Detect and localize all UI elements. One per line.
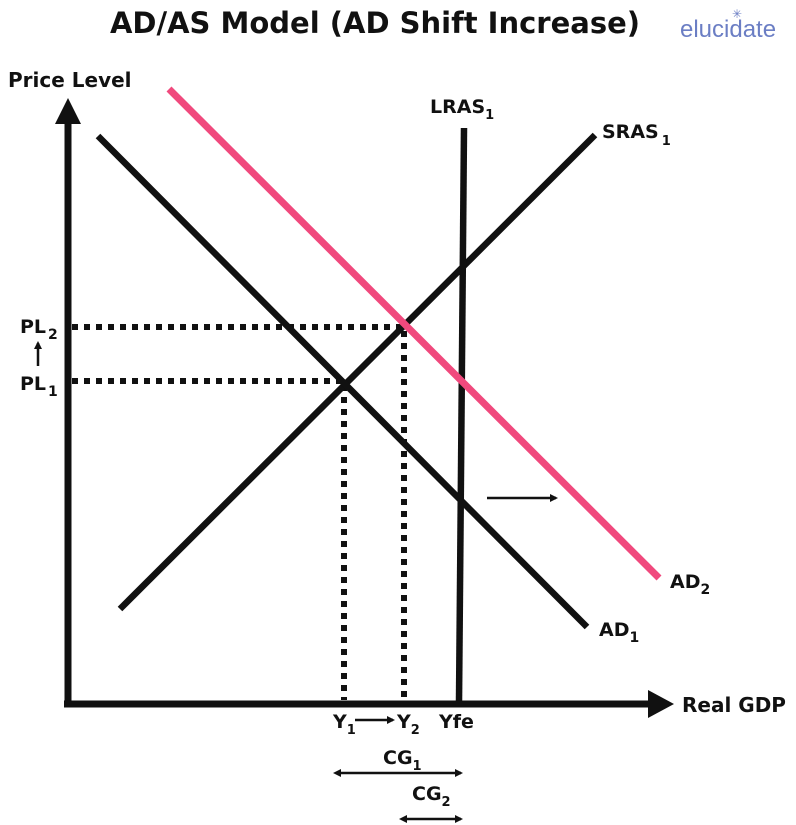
elucidate-logo: elucidate ✳ (680, 7, 777, 44)
pl1-label: PL 1 (20, 373, 58, 400)
pl2-label: PL 2 (20, 316, 58, 343)
y1-label: Y1 (332, 711, 356, 738)
y2-label: Y2 (396, 711, 420, 738)
cg2-label: CG2 (412, 783, 451, 810)
logo-mark: ✳ (732, 7, 743, 21)
guide-lines (72, 324, 407, 700)
x-axis-arrowhead (648, 690, 674, 718)
lras-curve (455, 127, 468, 703)
ad2-curve (166, 86, 662, 581)
cg1-label: CG1 (383, 747, 422, 774)
sras-label: SRAS 1 (602, 121, 671, 149)
y-axis-arrowhead (55, 98, 81, 124)
sras-curve (117, 132, 598, 612)
y-axis-label: Price Level (8, 68, 132, 92)
diagram-title: AD/AS Model (AD Shift Increase) (109, 6, 641, 40)
lras-label: LRAS1 (430, 96, 494, 123)
logo-text: elucidate (680, 16, 777, 43)
ad1-curve (95, 133, 590, 630)
yfe-label: Yfe (438, 711, 474, 733)
ad2-label: AD2 (670, 571, 710, 598)
ad1-label: AD1 (599, 619, 639, 646)
x-axis-label: Real GDP (682, 693, 786, 717)
